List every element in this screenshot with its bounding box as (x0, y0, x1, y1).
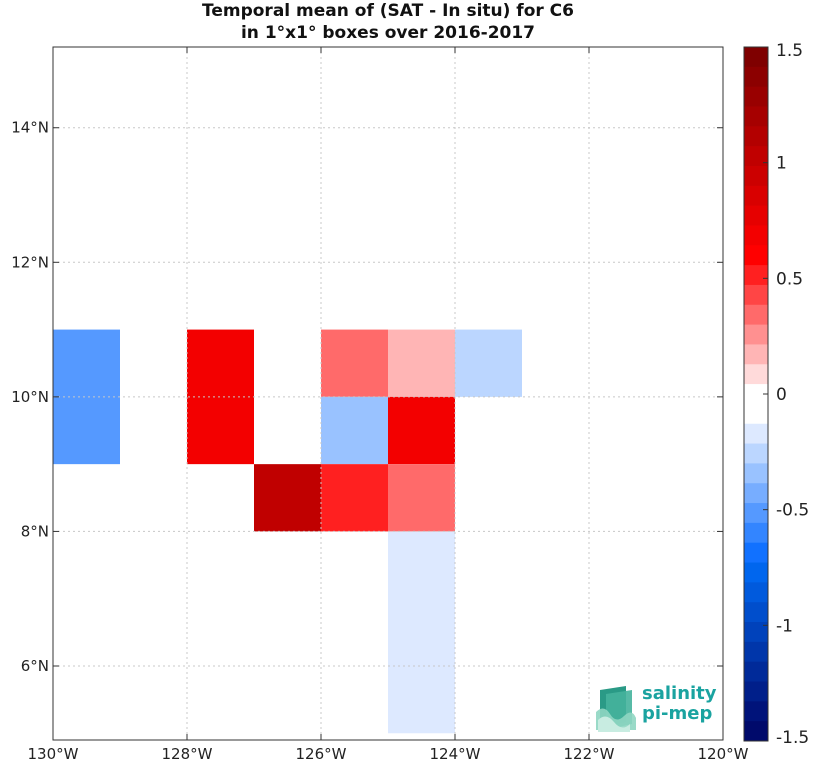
colorbar-segment (744, 562, 768, 583)
colorbar-tick-label: 0.5 (776, 269, 803, 289)
colorbar-segment (744, 463, 768, 484)
colorbar-segment (744, 146, 768, 167)
y-tick-label: 12°N (11, 253, 49, 271)
heatmap-cell (321, 396, 388, 465)
y-tick-label: 8°N (21, 522, 49, 540)
colorbar-segment (744, 661, 768, 683)
salinity-pi-mep-logo: salinity pi-mep (596, 682, 726, 732)
wave-logo-icon (596, 686, 636, 732)
colorbar-segment (744, 47, 768, 68)
colorbar-segment (744, 721, 768, 742)
colorbar-segment (744, 443, 768, 464)
colorbar-segment (744, 324, 768, 345)
colorbar-segment (744, 701, 768, 722)
colorbar-segment (744, 344, 768, 365)
colorbar-segment (744, 641, 768, 663)
colorbar-segment (744, 106, 768, 127)
colorbar-segment (744, 483, 768, 504)
colorbar-segment (744, 364, 768, 385)
y-tick-label: 14°N (11, 119, 49, 137)
colorbar-segment (744, 265, 768, 286)
colorbar-segment (744, 542, 768, 564)
colorbar-tick-label: 1.5 (776, 41, 803, 61)
colorbar-tick-label: -0.5 (776, 501, 809, 521)
logo-word-salinity: salinity (642, 683, 717, 704)
colorbar-tick-label: -1 (776, 616, 793, 636)
chart-title: Temporal mean of (SAT - In situ) for C6 … (44, 0, 732, 44)
y-tick-label: 6°N (21, 657, 49, 675)
heatmap-cell (321, 464, 388, 532)
heatmap-cell (254, 464, 321, 532)
colorbar-tick-label: 1 (776, 154, 787, 174)
colorbar-segment (744, 423, 768, 445)
y-tick-label: 10°N (11, 388, 49, 406)
colorbar-segment (744, 86, 768, 107)
colorbar-segment (744, 165, 768, 187)
heatmap-cell (321, 329, 388, 397)
plot-frame (52, 46, 724, 741)
chart-title-line1: Temporal mean of (SAT - In situ) for C6 (202, 1, 574, 21)
x-tick-label: 128°W (162, 745, 213, 763)
colorbar-segment (744, 602, 768, 623)
heatmap-cell (455, 329, 522, 397)
colorbar-tick-label: -1.5 (776, 728, 809, 748)
colorbar-segment (744, 126, 768, 147)
chart-subtitle: in 1°x1° boxes over 2016-2017 (240, 23, 536, 43)
logo-word-pi-mep: pi-mep (642, 703, 713, 724)
colorbar-segment (744, 245, 768, 266)
colorbar-segment (744, 681, 768, 702)
colorbar-tick-label: 0 (776, 385, 787, 405)
colorbar-segment (744, 225, 768, 246)
colorbar-segment (744, 522, 768, 544)
x-tick-label: 126°W (296, 745, 347, 763)
heatmap-cell (388, 396, 455, 465)
colorbar-segment (744, 384, 768, 405)
colorbar-segment (744, 185, 768, 207)
colorbar-segment (744, 582, 768, 603)
colorbar-segment (744, 503, 768, 524)
heatmap-cell (388, 464, 455, 532)
colorbar-segment (744, 284, 768, 306)
x-tick-label: 120°W (698, 745, 749, 763)
colorbar-segment (744, 205, 768, 226)
colorbar-segment (744, 403, 768, 425)
x-tick-label: 130°W (28, 745, 79, 763)
colorbar-segment (744, 622, 768, 643)
heatmap-cell (388, 531, 455, 734)
colorbar-segment (744, 304, 768, 326)
heatmap-cell (388, 329, 455, 397)
colorbar-segment (744, 66, 768, 88)
x-tick-label: 124°W (430, 745, 481, 763)
x-tick-label: 122°W (564, 745, 615, 763)
